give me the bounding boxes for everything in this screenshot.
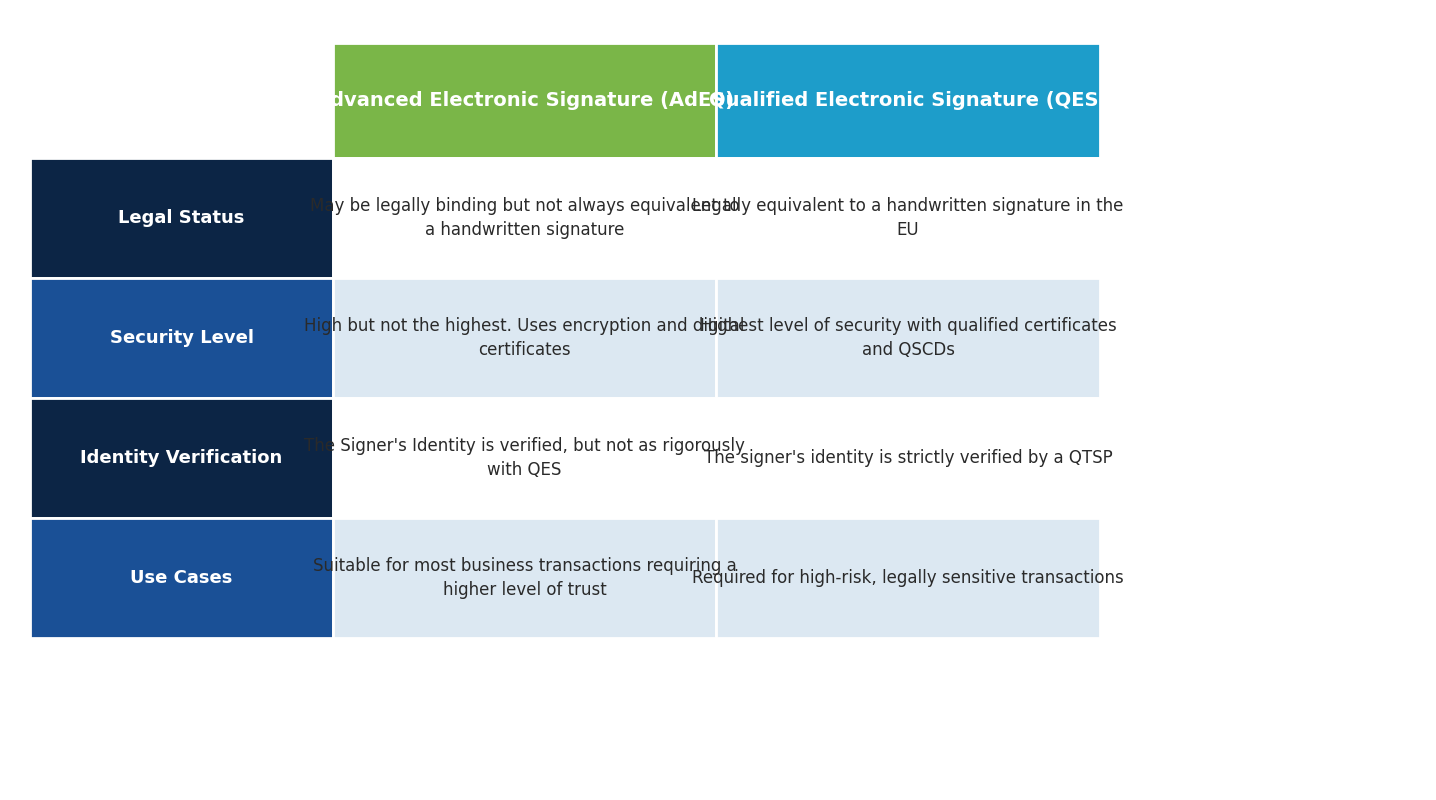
Text: Legal Status: Legal Status [118,209,244,227]
Bar [30,43,333,158]
Bar [717,158,1100,278]
Bar [333,518,717,638]
Bar [30,278,333,398]
Bar [333,43,717,158]
Bar [30,398,333,518]
Text: High but not the highest. Uses encryption and digital
certificates: High but not the highest. Uses encryptio… [304,317,745,358]
Text: Highest level of security with qualified certificates
and QSCDs: Highest level of security with qualified… [699,317,1116,358]
Text: Legally equivalent to a handwritten signature in the
EU: Legally equivalent to a handwritten sign… [692,198,1124,238]
Text: Identity Verification: Identity Verification [80,449,283,467]
Bar [717,518,1100,638]
Text: May be legally binding but not always equivalent to
a handwritten signature: May be legally binding but not always eq… [310,198,740,238]
Text: Use Cases: Use Cases [131,569,233,587]
Bar [333,278,717,398]
Bar [717,398,1100,518]
Text: The signer's identity is strictly verified by a QTSP: The signer's identity is strictly verifi… [704,449,1113,467]
Text: The Signer's Identity is verified, but not as rigorously
with QES: The Signer's Identity is verified, but n… [304,437,745,478]
Text: Required for high-risk, legally sensitive transactions: Required for high-risk, legally sensitiv… [692,569,1124,587]
Bar [333,398,717,518]
Text: Qualified Electronic Signature (QES): Qualified Electronic Signature (QES) [709,91,1107,110]
Bar [717,278,1100,398]
Text: Security Level: Security Level [109,329,254,347]
Bar [717,43,1100,158]
Text: Advanced Electronic Signature (AdES): Advanced Electronic Signature (AdES) [314,91,734,110]
Bar [333,158,717,278]
Bar [30,158,333,278]
Bar [30,518,333,638]
Text: Suitable for most business transactions requiring a
higher level of trust: Suitable for most business transactions … [313,557,737,598]
